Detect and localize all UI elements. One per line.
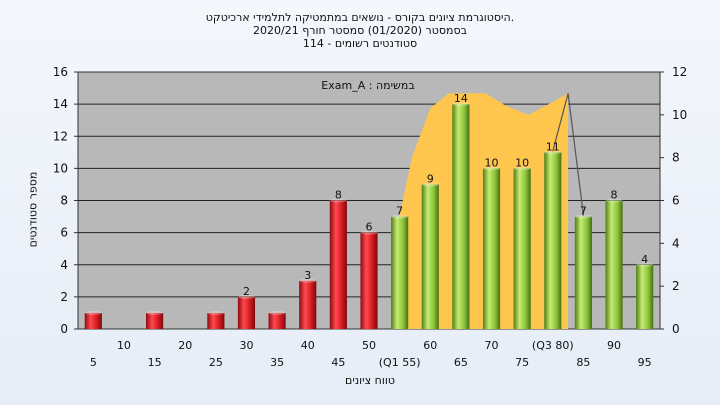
x-tick-label: 20 [178,339,192,352]
bar [636,264,654,329]
exam-caption: Exam_A : במשימה [321,79,414,92]
bar-cap [268,310,286,315]
bar-cap [421,182,439,187]
x-tick-label: 5 [90,356,97,369]
y-tick-label: 10 [53,161,68,175]
x-axis-label: טווח ציונים [345,374,395,387]
y-tick-label: 12 [53,129,68,143]
y2-tick-label: 6 [672,194,680,208]
bar-cap [605,198,623,203]
bar [482,168,501,329]
y2-tick-label: 0 [672,322,680,336]
x-tick-label: 35 [270,356,284,369]
x-tick-label: (Q1 55) [379,356,421,369]
y-tick-label: 0 [60,322,68,336]
bar [452,104,470,329]
bar [207,312,225,329]
bar [237,296,256,329]
bar-cap [544,150,562,155]
y2-tick-label: 2 [672,279,680,293]
bar-cap [482,166,501,171]
data-label: 7 [396,205,403,218]
x-tick-label: 15 [148,356,162,369]
bar [544,152,562,329]
bar [574,216,592,329]
bar-cap [636,262,654,267]
line-series [552,93,585,216]
x-tick-label: 95 [638,356,652,369]
chart-subtitle-students: סטודנטים רשומים - 114 [302,37,418,50]
data-label: 7 [580,205,587,218]
bar [391,216,409,329]
y-tick-label: 6 [60,226,68,240]
y2-tick-label: 10 [672,108,687,122]
data-label: 10 [515,156,529,169]
y-tick-label: 2 [60,290,68,304]
bar-cap [299,278,317,283]
bar-cap [452,102,470,107]
x-tick-label: 30 [239,339,253,352]
x-tick-label: 50 [362,339,376,352]
x-tick-label: 60 [423,339,437,352]
y-tick-label: 14 [53,97,68,111]
data-label: 11 [546,140,560,153]
bar [146,312,164,329]
bar-cap [574,214,592,219]
bar [299,280,317,329]
y-axis-label: מספר סטודנטים [26,171,40,248]
x-tick-label: 25 [209,356,223,369]
bar-cap [146,310,164,315]
bar-cap [329,198,347,203]
data-label: 14 [454,92,468,105]
y2-tick-label: 8 [672,151,680,165]
data-label: 6 [366,221,373,234]
chart-subtitle-semester: בסמסטר (01/2020) סמסטר חורף 2020/21 [253,24,467,37]
bar [421,184,439,329]
x-tick-label: 75 [515,356,529,369]
y-tick-label: 8 [60,194,68,208]
x-tick-label: 70 [485,339,499,352]
chart-title: היסטוגרמת ציונים בקורס - נושאים במתמטיקה… [205,11,515,24]
bar [513,168,531,329]
x-tick-label: (Q3 80) [532,339,574,352]
data-label: 2 [243,285,250,298]
x-tick-label: 45 [331,356,345,369]
data-label: 9 [427,172,434,185]
x-tick-label: 10 [117,339,131,352]
data-label: 3 [304,269,311,282]
bar [268,312,286,329]
x-tick-label: 90 [607,339,621,352]
x-tick-label: 85 [576,356,590,369]
data-label: 4 [641,253,648,266]
bar [329,200,347,329]
bar [605,200,623,329]
bar [84,312,102,329]
y2-tick-label: 12 [672,65,687,79]
bar [360,232,378,329]
x-tick-label: 40 [301,339,315,352]
y-tick-label: 16 [53,65,68,79]
data-label: 10 [485,156,499,169]
bar-cap [84,310,102,315]
y-tick-label: 4 [60,258,68,272]
bar-cap [207,310,225,315]
bar-cap [391,214,409,219]
x-tick-label: 65 [454,356,468,369]
bar-cap [513,166,531,171]
y2-tick-label: 4 [672,236,680,250]
data-label: 8 [335,189,342,202]
bar-cap [237,294,256,299]
data-label: 8 [611,189,618,202]
bar-cap [360,230,378,235]
